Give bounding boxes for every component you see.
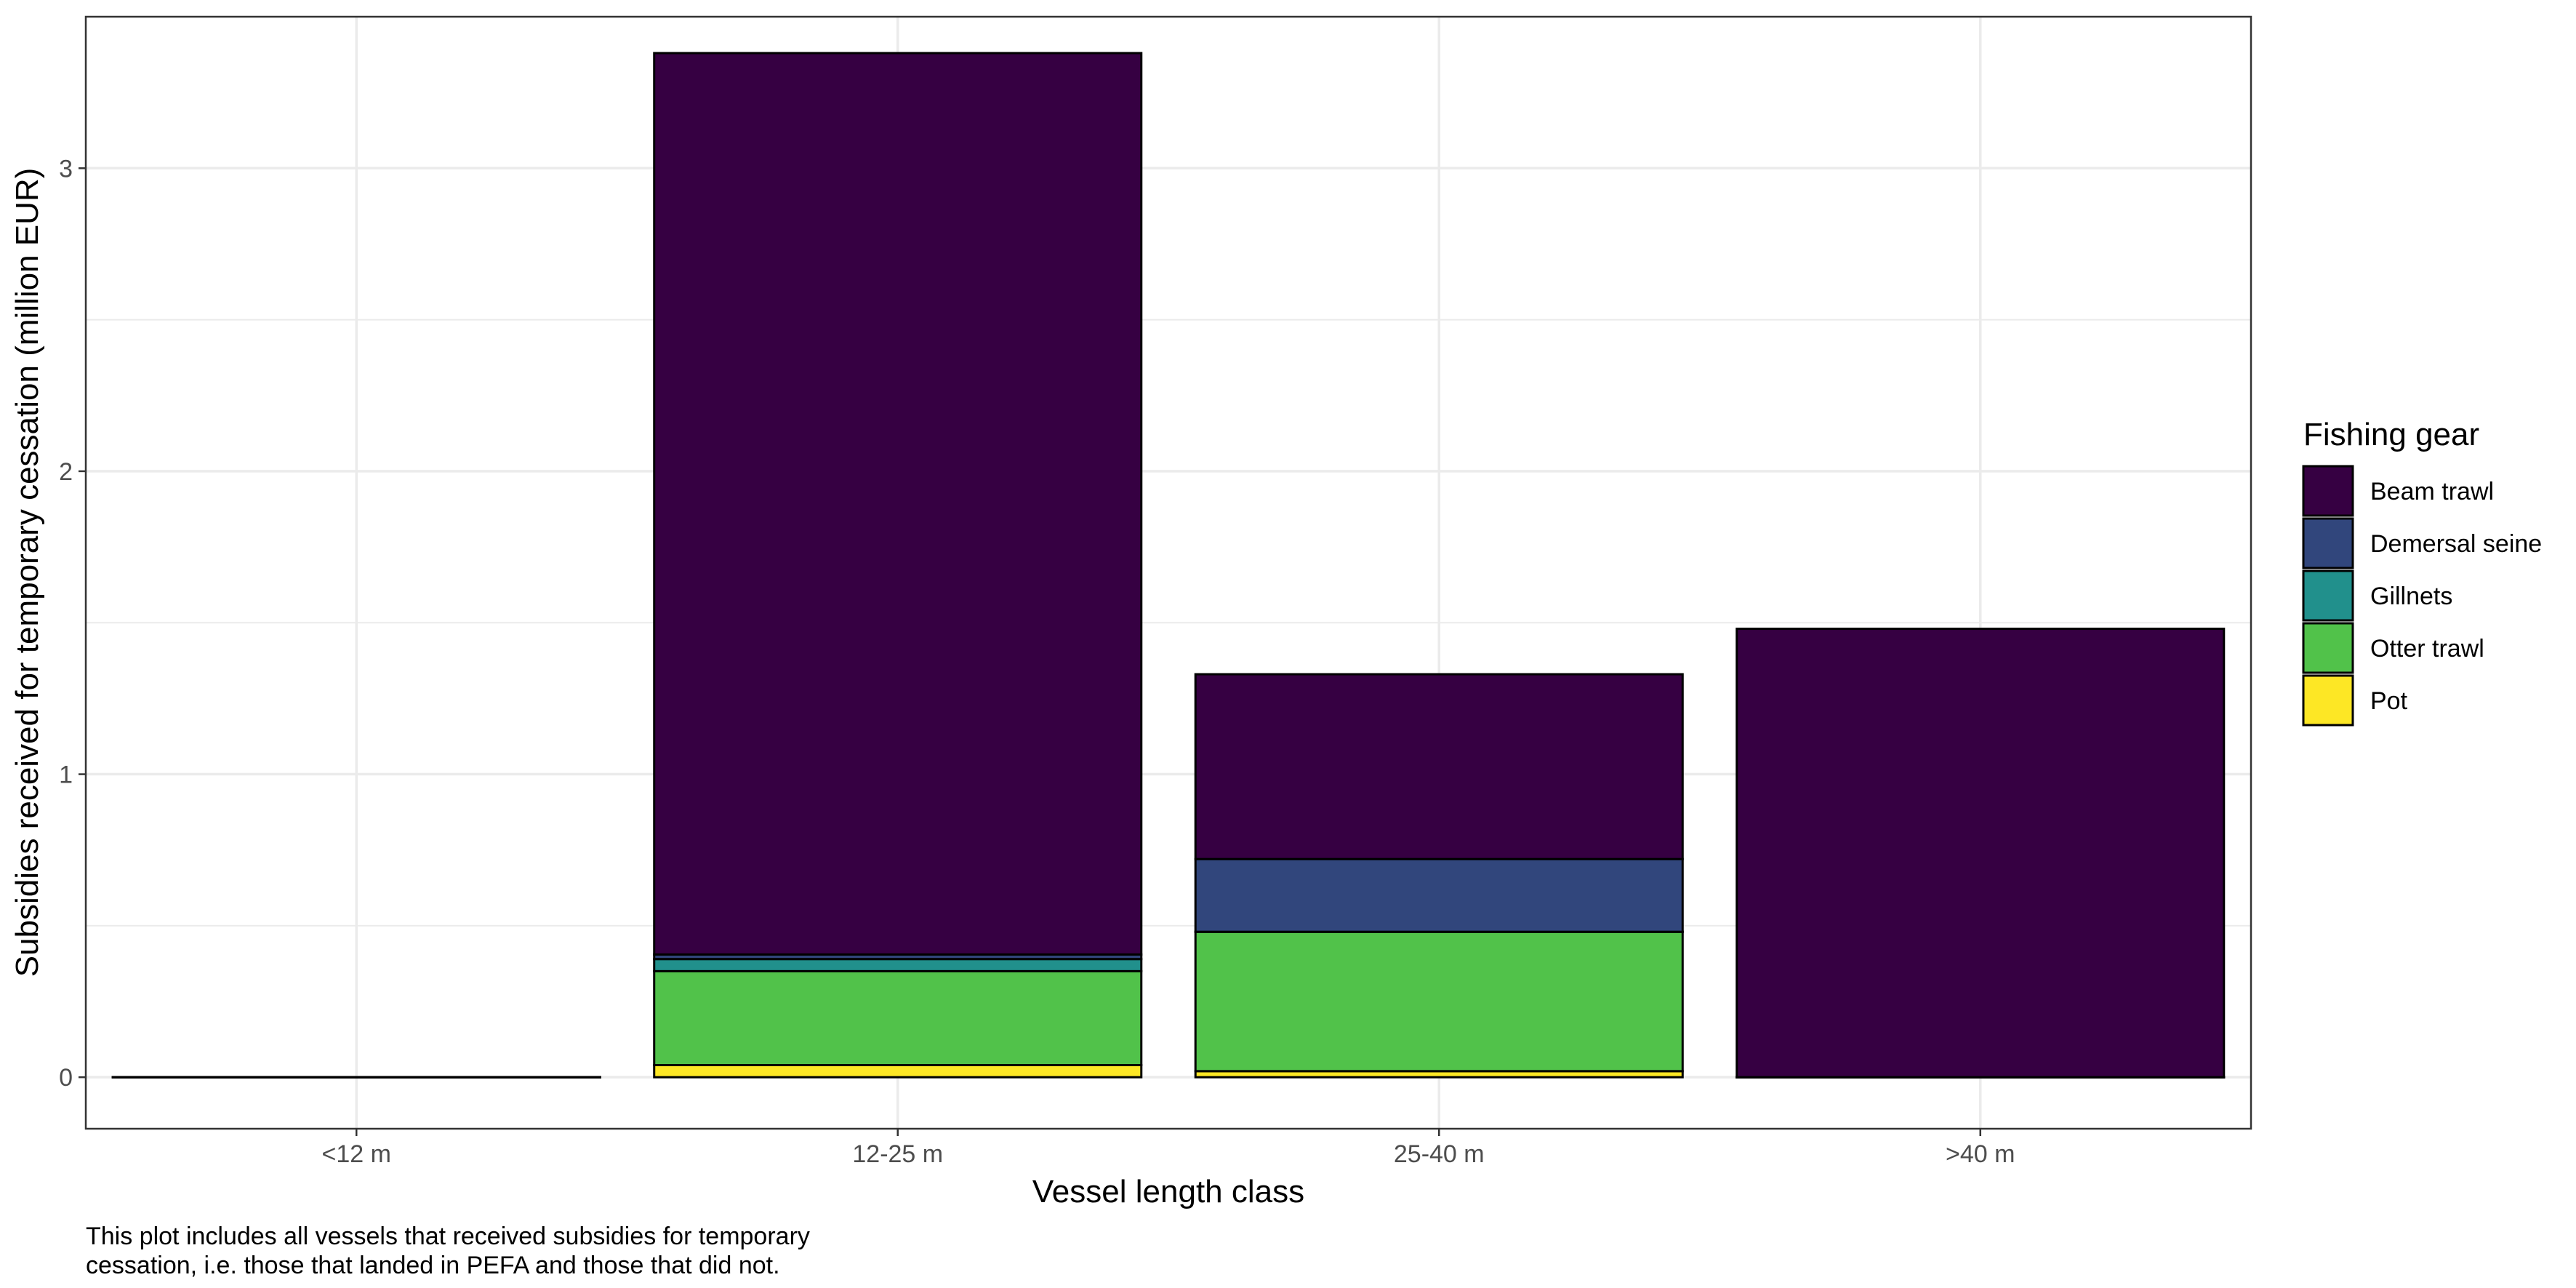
plot-panel-border — [84, 15, 2252, 1130]
x-tick-label: <12 m — [322, 1140, 391, 1168]
y-tick-label: 1 — [59, 761, 73, 789]
legend-label: Pot — [2370, 687, 2408, 715]
bar-segment — [653, 958, 1143, 972]
bar-segment — [653, 52, 1143, 956]
bar-segment — [653, 969, 1143, 1067]
caption-line-2: cessation, i.e. those that landed in PEF… — [86, 1252, 780, 1279]
legend-label: Gillnets — [2370, 583, 2452, 610]
x-axis: <12 m 12-25 m 25-40 m >40 m — [322, 1129, 2015, 1168]
legend-key — [2302, 569, 2354, 622]
legend-title: Fishing gear — [2303, 417, 2479, 452]
legend-label: Otter trawl — [2370, 635, 2484, 663]
bar-segment — [1736, 628, 2226, 1079]
y-tick-label: 0 — [59, 1064, 73, 1092]
y-axis-title: Subsidies received for temporary cessati… — [9, 168, 45, 977]
x-tick-label: 12-25 m — [852, 1140, 943, 1168]
x-tick-label: 25-40 m — [1394, 1140, 1485, 1168]
y-axis: 0 1 2 3 — [59, 155, 86, 1092]
legend-key — [2302, 674, 2354, 727]
caption: This plot includes all vessels that rece… — [86, 1222, 1104, 1280]
legend-key — [2302, 517, 2354, 569]
legend-key — [2302, 465, 2354, 517]
bar-segment — [1194, 673, 1684, 860]
x-axis-title: Vessel length class — [1032, 1174, 1304, 1209]
y-tick-label: 3 — [59, 155, 73, 183]
y-tick-label: 2 — [59, 458, 73, 486]
legend-label: Demersal seine — [2370, 530, 2542, 558]
bar-segment — [1194, 930, 1684, 1073]
legend-label: Beam trawl — [2370, 478, 2494, 505]
bar-segment — [1194, 857, 1684, 933]
legend: Fishing gear Beam trawl Demersal seine Gil… — [2302, 417, 2542, 727]
x-tick-label: >40 m — [1946, 1140, 2015, 1168]
legend-key — [2302, 622, 2354, 674]
bars — [111, 52, 2226, 1079]
caption-line-1: This plot includes all vessels that rece… — [86, 1223, 810, 1250]
bar-segment — [653, 1064, 1143, 1079]
